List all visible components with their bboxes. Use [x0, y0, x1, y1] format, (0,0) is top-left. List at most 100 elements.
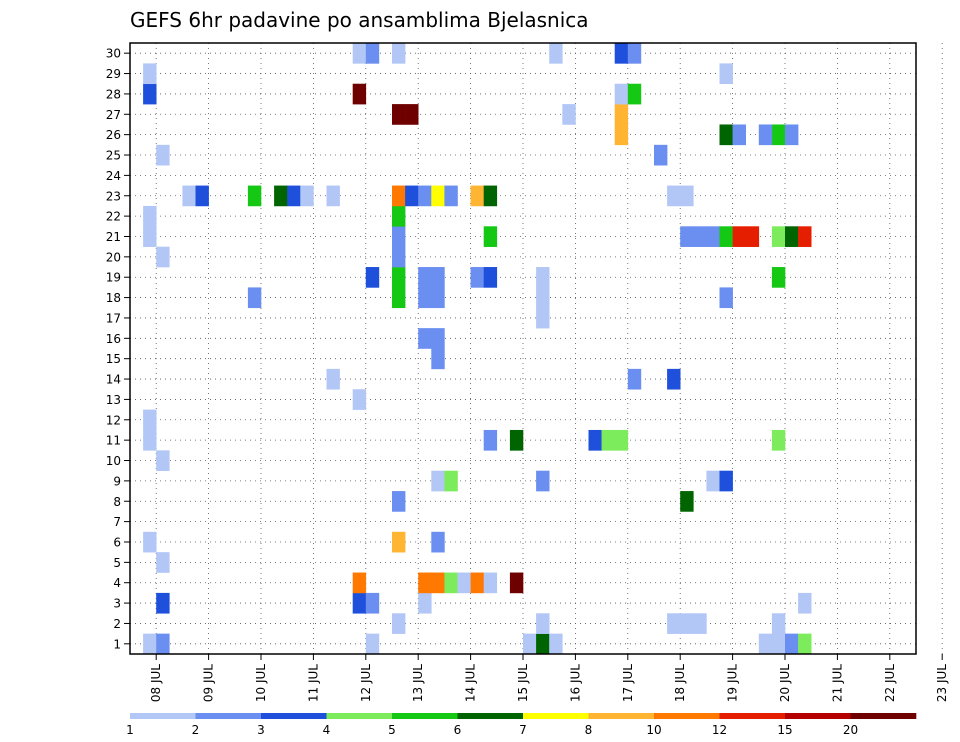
ensemble-cell — [352, 43, 367, 64]
ensemble-cell — [392, 104, 406, 125]
x-tick-label: 16 JUL — [568, 664, 582, 702]
ensemble-cell — [680, 185, 694, 207]
y-tick-label: 28 — [106, 87, 121, 101]
y-tick-label: 7 — [113, 515, 121, 529]
ensemble-cell — [601, 429, 615, 451]
ensemble-cell — [536, 287, 550, 309]
ensemble-cell — [431, 348, 445, 370]
ensemble-cell — [680, 491, 694, 512]
ensemble-cell — [365, 592, 380, 614]
ensemble-cell — [326, 368, 340, 390]
colorbar-label: 2 — [192, 723, 200, 737]
y-tick-label: 29 — [106, 67, 121, 81]
y-tick-label: 19 — [106, 271, 121, 285]
y-tick-label: 8 — [113, 495, 121, 509]
x-tick-label: 12 JUL — [359, 664, 373, 702]
y-tick-label: 6 — [113, 535, 121, 549]
colorbar-swatch — [719, 713, 786, 719]
ensemble-cell — [536, 633, 550, 655]
ensemble-cell — [352, 592, 367, 614]
ensemble-cell — [470, 267, 484, 288]
colorbar-label: 10 — [646, 723, 661, 737]
ensemble-cell — [483, 267, 498, 288]
ensemble-cell — [156, 450, 170, 471]
x-axis: 08 JUL 09 JUL 10 JUL 11 JUL 12 JUL 13 JUL 14 J… — [149, 654, 949, 702]
grid-lines — [130, 43, 943, 654]
y-tick-label: 3 — [113, 597, 121, 611]
colorbar-swatch — [850, 713, 917, 719]
ensemble-cell — [365, 43, 380, 64]
ensemble-cell — [719, 226, 733, 247]
ensemble-cell — [365, 633, 380, 655]
ensemble-cell — [156, 592, 170, 614]
ensemble-cell — [667, 368, 681, 390]
ensemble-cell — [614, 43, 629, 64]
ensemble-cell — [667, 613, 681, 634]
ensemble-cell — [523, 633, 537, 655]
ensemble-cell — [719, 287, 733, 309]
ensemble-cell — [143, 63, 157, 85]
ensemble-cell — [798, 592, 812, 614]
ensemble-cell — [483, 185, 498, 207]
ensemble-cell — [143, 531, 157, 553]
x-tick-label: 08 JUL — [149, 664, 163, 702]
x-tick-label: 15 JUL — [516, 664, 530, 702]
ensemble-cell — [509, 429, 524, 451]
y-tick-label: 23 — [106, 189, 121, 203]
x-tick-label: 22 JUL — [883, 664, 897, 702]
ensemble-cell — [143, 409, 157, 431]
ensemble-cell — [627, 43, 642, 64]
colorbar-swatch — [457, 713, 524, 719]
ensemble-cell — [719, 63, 733, 85]
ensemble-cell — [247, 185, 262, 207]
ensemble-cell — [352, 83, 367, 105]
colorbar-label: 12 — [712, 723, 727, 737]
ensemble-cell — [392, 205, 406, 227]
colorbar-label: 5 — [388, 723, 396, 737]
colorbar-label: 7 — [519, 723, 527, 737]
x-tick-label: 17 JUL — [621, 664, 635, 702]
ensemble-cell — [156, 552, 170, 573]
ensemble-cell — [457, 572, 471, 594]
y-tick-label: 25 — [106, 149, 121, 163]
y-tick-label: 12 — [106, 413, 121, 427]
colorbar-label: 1 — [126, 723, 134, 737]
ensemble-cell — [431, 287, 445, 309]
ensemble-cell — [287, 185, 301, 207]
colorbar-swatch — [654, 713, 720, 719]
ensemble-cell — [418, 592, 432, 614]
ensemble-cell — [719, 470, 733, 492]
ensemble-cell — [431, 328, 445, 349]
colorbar-swatch — [523, 713, 589, 719]
ensemble-cell — [693, 613, 707, 634]
colorbar-legend: 1 2 3 4 5 6 7 8 10 12 15 20 — [126, 713, 917, 737]
ensemble-cell — [392, 613, 406, 634]
ensemble-cell — [352, 389, 367, 410]
ensemble-cell — [405, 185, 419, 207]
y-tick-label: 9 — [113, 474, 121, 488]
ensemble-cell — [745, 226, 760, 247]
y-tick-label: 11 — [106, 434, 121, 448]
ensemble-cell — [706, 226, 720, 247]
ensemble-cell — [143, 633, 157, 655]
ensemble-cell — [392, 531, 406, 553]
ensemble-cell — [444, 185, 458, 207]
ensemble-cell — [431, 267, 445, 288]
ensemble-cell — [418, 572, 432, 594]
colorbar-label: 15 — [777, 723, 792, 737]
ensemble-cell — [326, 185, 340, 207]
ensemble-cell — [536, 267, 550, 288]
ensemble-cell — [771, 226, 786, 247]
y-tick-label: 18 — [106, 291, 121, 305]
ensemble-cell — [156, 144, 170, 166]
ensemble-cell — [195, 185, 209, 207]
ensemble-cell — [274, 185, 288, 207]
ensemble-cell — [365, 267, 380, 288]
ensemble-cell — [706, 470, 720, 492]
y-tick-label: 5 — [113, 556, 121, 570]
x-tick-label: 11 JUL — [306, 664, 320, 702]
x-tick-label: 09 JUL — [202, 664, 216, 702]
y-tick-label: 26 — [106, 128, 121, 142]
ensemble-cell — [536, 307, 550, 329]
ensemble-cell — [771, 429, 786, 451]
